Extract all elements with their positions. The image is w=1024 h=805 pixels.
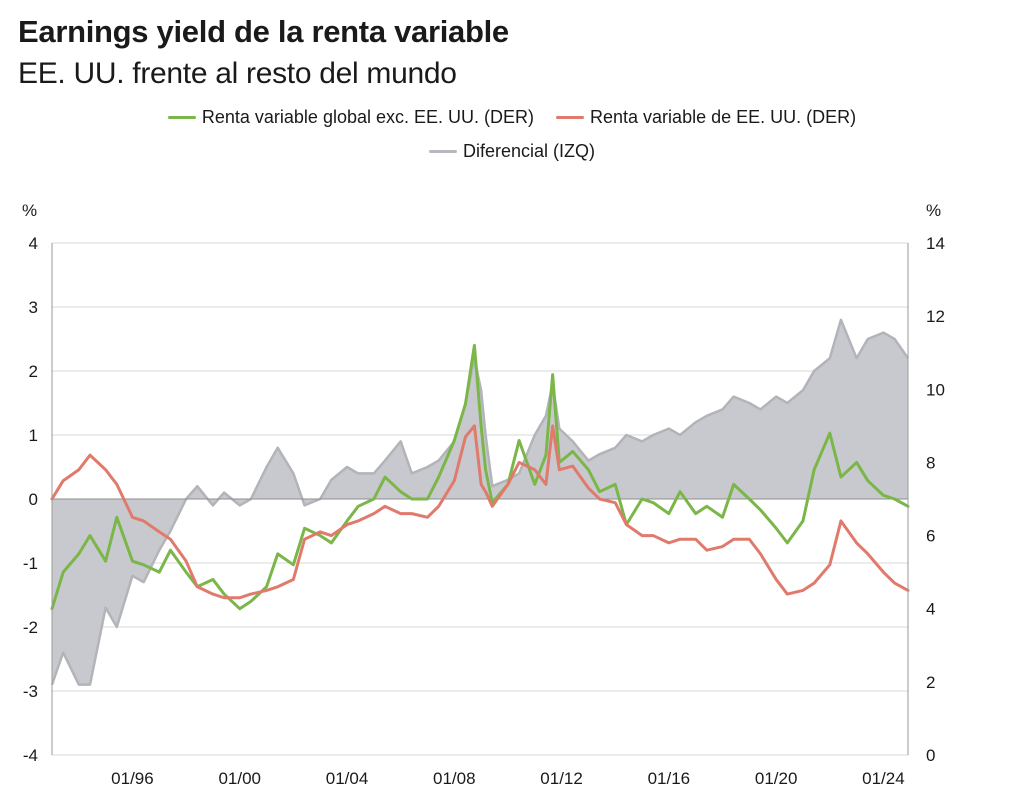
legend-swatch-green [167,116,196,119]
left-tick-label: 2 [29,362,38,381]
left-tick-label: 0 [29,490,38,509]
x-tick-label: 01/96 [111,769,154,788]
legend-item-spread: Diferencial (IZQ) [428,141,596,162]
spread-area [52,319,908,685]
legend-item-us: Renta variable de EE. UU. (DER) [556,107,856,128]
x-tick-label: 01/08 [433,769,476,788]
x-tick-label: 01/00 [218,769,261,788]
right-tick-label: 14 [926,234,945,253]
spread-line [50,318,910,686]
legend-label: Renta variable global exc. EE. UU. (DER) [201,107,535,127]
chart-subtitle: EE. UU. frente al resto del mundo [18,57,457,90]
legend-row-1: Renta variable global exc. EE. UU. (DER)… [0,107,1024,128]
left-tick-label: -1 [23,554,38,573]
left-tick-label: -3 [23,682,38,701]
legend-label: Renta variable de EE. UU. (DER) [590,107,857,127]
legend-label: Diferencial (IZQ) [462,141,596,161]
x-tick-label: 01/12 [540,769,583,788]
left-tick-label: -2 [23,618,38,637]
x-tick-label: 01/04 [326,769,369,788]
right-tick-label: 6 [926,527,935,546]
legend-swatch-gray [428,150,457,153]
left-tick-label: 1 [29,426,38,445]
right-axis-unit: % [926,201,941,220]
right-tick-label: 10 [926,380,945,399]
legend-row-2: Diferencial (IZQ) [0,141,1024,162]
right-tick-label: 8 [926,453,935,472]
right-tick-label: 4 [926,600,935,619]
right-tick-label: 0 [926,746,935,765]
x-tick-label: 01/16 [648,769,691,788]
legend-item-global-ex-us: Renta variable global exc. EE. UU. (DER) [167,107,535,128]
chart-title: Earnings yield de la renta variable [18,14,509,49]
right-tick-label: 2 [926,673,935,692]
legend-swatch-red [556,116,585,119]
left-tick-label: 4 [29,234,38,253]
series-line-global-ex-us [50,343,910,611]
x-tick-label: 01/20 [755,769,798,788]
left-tick-label: -4 [23,746,38,765]
left-tick-label: 3 [29,298,38,317]
right-tick-label: 12 [926,307,945,326]
x-tick-label: 01/24 [862,769,905,788]
left-axis-unit: % [22,201,37,220]
series-line-us [50,424,910,600]
